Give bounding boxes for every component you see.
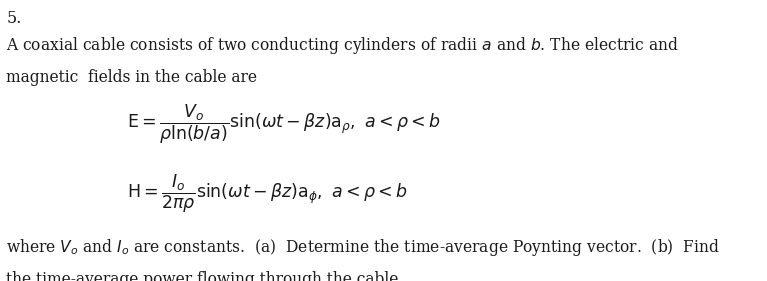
- Text: where $V_o$ and $I_o$ are constants.  (a)  Determine the time-average Poynting v: where $V_o$ and $I_o$ are constants. (a)…: [6, 237, 720, 259]
- Text: 5.: 5.: [6, 10, 21, 27]
- Text: magnetic  fields in the cable are: magnetic fields in the cable are: [6, 69, 257, 86]
- Text: A coaxial cable consists of two conducting cylinders of radii $a$ and $b$. The e: A coaxial cable consists of two conducti…: [6, 35, 680, 56]
- Text: $\mathrm{H} = \dfrac{I_o}{2\pi\rho}\sin(\omega t - \beta z)\mathrm{a}_{\phi},\ a: $\mathrm{H} = \dfrac{I_o}{2\pi\rho}\sin(…: [127, 173, 407, 215]
- Text: the time-average power flowing through the cable.: the time-average power flowing through t…: [6, 271, 403, 281]
- Text: $\mathrm{E} = \dfrac{V_o}{\rho\ln(b/a)}\sin(\omega t - \beta z)\mathrm{a}_{\rho}: $\mathrm{E} = \dfrac{V_o}{\rho\ln(b/a)}\…: [127, 103, 440, 146]
